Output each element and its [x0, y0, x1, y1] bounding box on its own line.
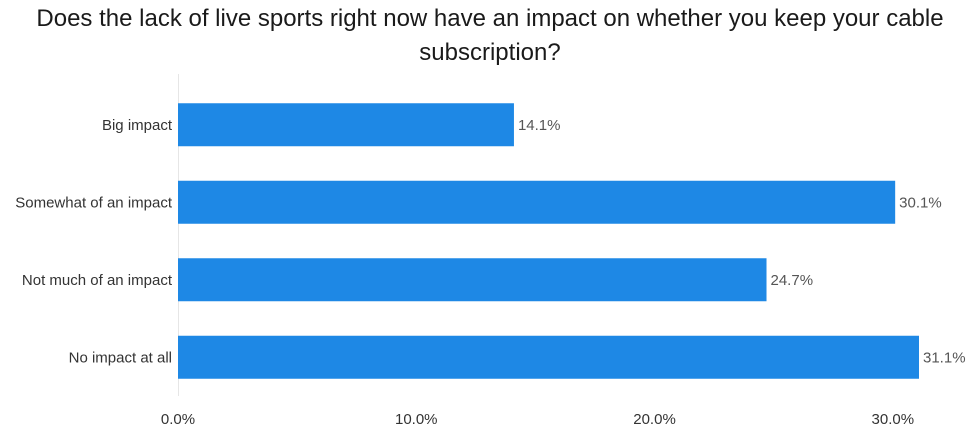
x-tick-label: 20.0%: [633, 411, 676, 428]
bar: [178, 335, 919, 379]
value-label: 24.7%: [771, 272, 814, 289]
category-label: No impact at all: [69, 349, 172, 366]
bar: [178, 258, 767, 302]
x-tick-label: 0.0%: [161, 411, 195, 428]
category-label: Not much of an impact: [22, 272, 173, 289]
category-label: Big impact: [102, 117, 173, 134]
value-label: 31.1%: [923, 349, 966, 366]
value-label: 30.1%: [899, 194, 942, 211]
x-tick-label: 30.0%: [872, 411, 915, 428]
bar: [178, 180, 896, 224]
category-label: Somewhat of an impact: [15, 194, 173, 211]
chart-title: Does the lack of live sports right now h…: [36, 5, 944, 66]
x-tick-label: 10.0%: [395, 411, 438, 428]
value-label: 14.1%: [518, 117, 561, 134]
bar: [178, 103, 514, 147]
